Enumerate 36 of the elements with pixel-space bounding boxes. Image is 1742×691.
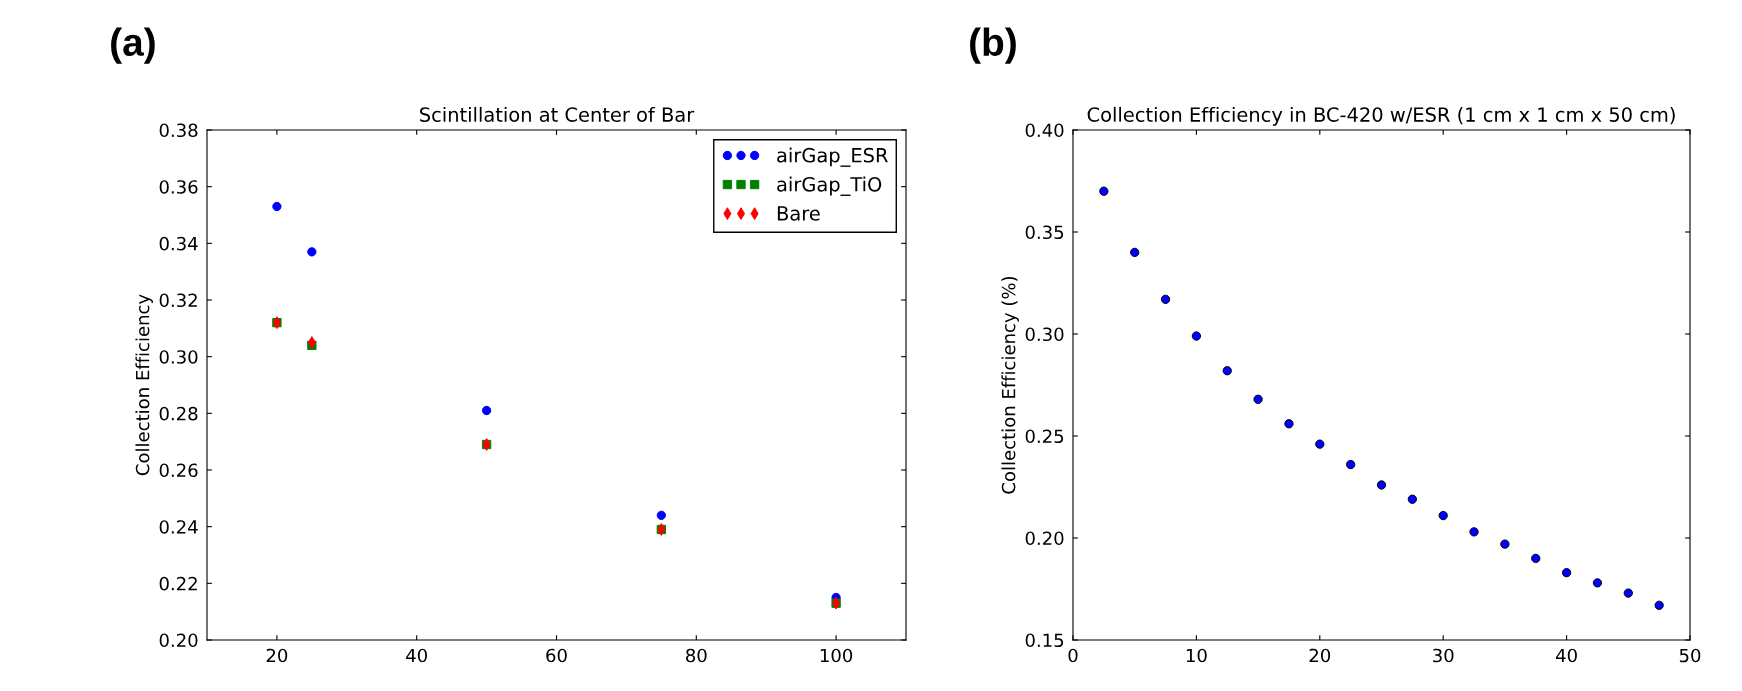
text: (a) [111, 27, 155, 64]
x-tick-label: 100 [820, 648, 853, 663]
y-axis-title: Collection Efficiency [135, 294, 153, 476]
y-tick-label: 0.20 [159, 633, 198, 648]
x-tick-label: 20 [1309, 648, 1331, 663]
y-tick-label: 0.36 [159, 180, 198, 194]
y-tick-label: 0.28 [159, 406, 198, 421]
x-tick-label: 50 [1679, 648, 1701, 663]
y-tick-label: 0.35 [1025, 225, 1064, 240]
y-axis-title: Collection Efficiency (%) [1001, 276, 1019, 494]
x-tick-label: 40 [406, 648, 427, 663]
x-tick-label: 10 [1186, 648, 1207, 663]
x-tick-label: 30 [1433, 648, 1454, 663]
y-tick-label: 0.24 [159, 520, 198, 534]
legend-label: airGap_TiO [777, 176, 882, 196]
y-tick-label: 0.25 [1025, 429, 1064, 444]
y-tick-label: 0.38 [159, 123, 198, 138]
x-tick-label: 40 [1556, 648, 1577, 663]
y-tick-label: 0.40 [1025, 123, 1064, 138]
y-tick-label: 0.34 [159, 236, 198, 251]
x-tick-label: 0 [1068, 648, 1078, 663]
y-tick-label: 0.30 [1025, 327, 1064, 342]
legend-label: Bare [777, 206, 820, 221]
x-tick-label: 60 [546, 648, 567, 663]
chart-title: Scintillation at Center of Bar [420, 106, 695, 122]
y-tick-label: 0.20 [1025, 531, 1064, 546]
y-tick-label: 0.15 [1025, 633, 1064, 648]
y-tick-label: 0.32 [159, 293, 197, 308]
x-tick-label: 20 [266, 648, 288, 663]
legend-label: airGap_ESR [777, 147, 888, 167]
text: (b) [970, 27, 1016, 64]
y-tick-label: 0.30 [159, 350, 198, 364]
chart-title: Collection Efficiency in BC-420 w/ESR (1 cm x 1 cm x 50 cm) [1087, 106, 1675, 126]
x-tick-label: 80 [686, 648, 707, 663]
y-tick-label: 0.22 [159, 576, 197, 591]
y-tick-label: 0.26 [159, 463, 198, 478]
